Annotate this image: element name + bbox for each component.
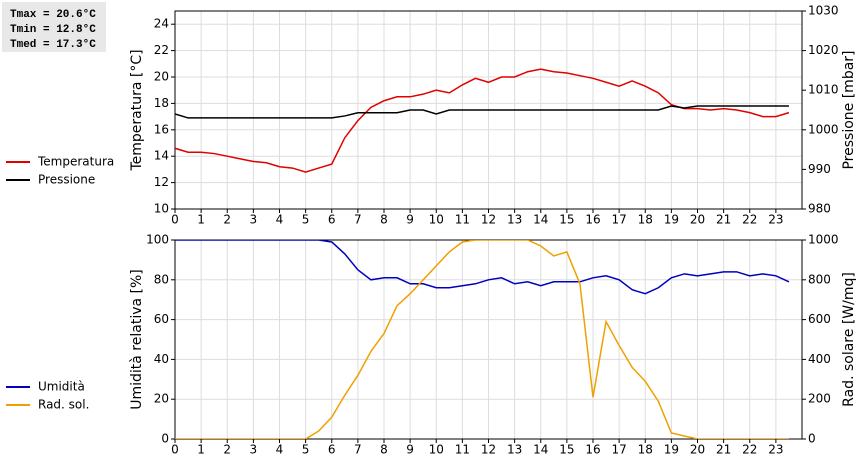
y-tick-label: 20 [154,392,169,406]
x-tick-label: 9 [406,443,414,457]
x-tick-label: 11 [455,213,470,227]
y2-tick-label: 800 [808,272,831,286]
x-tick-label: 18 [638,443,653,457]
y2-tick-label: 1000 [808,233,839,247]
x-tick-label: 16 [585,443,600,457]
x-tick-label: 19 [664,213,679,227]
x-tick-label: 13 [507,443,522,457]
x-tick-label: 1 [197,443,205,457]
series-line [175,68,790,173]
x-tick-label: 5 [302,443,310,457]
y-tick-label: 18 [154,96,169,110]
y-axis-label: Temperatura [°C] [129,49,145,171]
x-tick-label: 13 [507,213,522,227]
y-tick-label: 40 [154,352,169,366]
x-tick-label: 7 [354,443,362,457]
x-tick-label: 2 [223,443,231,457]
x-tick-label: 15 [559,443,574,457]
y-tick-label: 0 [161,432,169,446]
x-tick-label: 17 [611,213,626,227]
x-tick-label: 15 [559,213,574,227]
y-tick-label: 24 [154,17,169,31]
stat: Tmax = 20.6°C [10,9,96,21]
series-line [175,240,789,439]
legend-label: Rad. sol. [38,398,89,412]
y-axis-label: Umidità relativa [%] [129,269,145,410]
x-tick-label: 23 [768,443,783,457]
stat: Tmed = 17.3°C [10,39,96,51]
y2-tick-label: 980 [808,202,831,216]
y-tick-label: 10 [154,202,169,216]
x-tick-label: 1 [197,213,205,227]
y-tick-label: 80 [154,272,169,286]
series-line [175,105,789,119]
x-tick-label: 14 [533,213,548,227]
x-tick-label: 7 [354,213,362,227]
x-tick-label: 22 [742,213,757,227]
x-tick-label: 22 [742,443,757,457]
y2-tick-label: 400 [808,352,831,366]
x-tick-label: 17 [611,443,626,457]
x-tick-label: 20 [690,213,705,227]
x-tick-label: 11 [455,443,470,457]
legend-label: Umidità [38,380,85,394]
x-tick-label: 9 [406,213,414,227]
legend-label: Temperatura [37,155,114,169]
x-tick-label: 10 [429,443,444,457]
stat: Tmin = 12.8°C [10,24,96,36]
x-tick-label: 3 [250,443,258,457]
y-tick-label: 60 [154,312,169,326]
x-tick-label: 21 [716,443,731,457]
y2-tick-label: 1030 [808,4,839,18]
x-tick-label: 8 [380,213,388,227]
y2-tick-label: 1000 [808,122,839,136]
y2-tick-label: 600 [808,312,831,326]
x-tick-label: 6 [328,213,336,227]
y-tick-label: 14 [154,149,169,163]
stats-box [2,2,106,52]
y-tick-label: 20 [154,70,169,84]
x-tick-label: 23 [768,213,783,227]
x-tick-label: 16 [585,213,600,227]
x-tick-label: 8 [380,443,388,457]
y2-tick-label: 1010 [808,83,839,97]
y-tick-label: 100 [146,233,169,247]
y-tick-label: 12 [154,175,169,189]
x-tick-label: 4 [276,443,284,457]
x-tick-label: 10 [429,213,444,227]
x-tick-label: 12 [481,443,496,457]
series-line [175,240,790,295]
y2-tick-label: 0 [808,432,816,446]
x-tick-label: 14 [533,443,548,457]
x-tick-label: 3 [250,213,258,227]
y-tick-label: 16 [154,122,169,136]
x-tick-label: 18 [638,213,653,227]
x-tick-label: 20 [690,443,705,457]
x-tick-label: 0 [171,443,179,457]
plot-frame [174,10,803,210]
x-tick-label: 19 [664,443,679,457]
x-tick-label: 0 [171,213,179,227]
x-tick-label: 2 [223,213,231,227]
y2-tick-label: 990 [808,162,831,176]
legend-label: Pressione [38,173,95,187]
x-tick-label: 21 [716,213,731,227]
x-tick-label: 4 [276,213,284,227]
y2-tick-label: 1020 [808,43,839,57]
x-tick-label: 5 [302,213,310,227]
y-tick-label: 22 [154,43,169,57]
x-tick-label: 6 [328,443,336,457]
y2-axis-label: Pressione [mbar] [841,50,857,169]
y2-tick-label: 200 [808,392,831,406]
x-tick-label: 12 [481,213,496,227]
y2-axis-label: Rad. solare [W/mq] [841,272,857,407]
